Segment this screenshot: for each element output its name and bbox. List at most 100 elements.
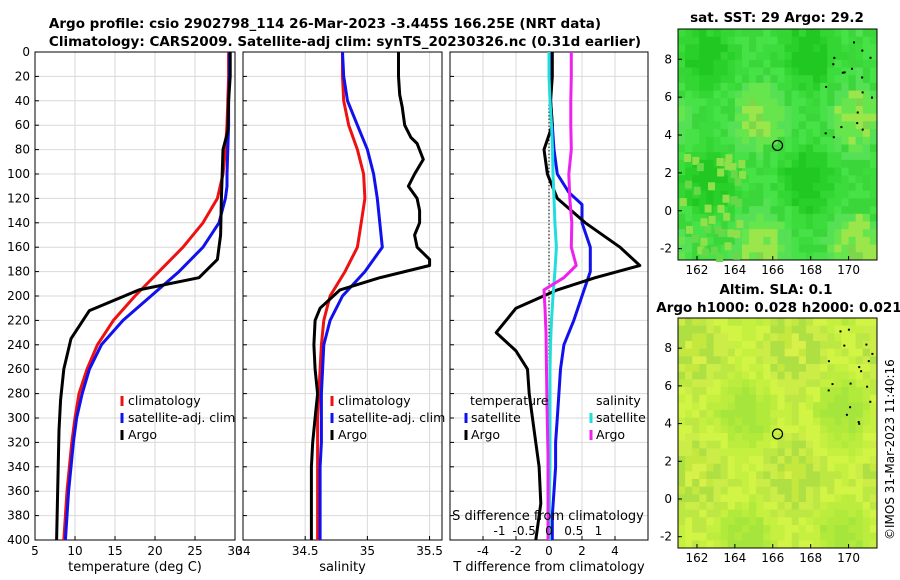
map-cell [741, 136, 750, 145]
map-cell [692, 229, 700, 238]
map-cell [749, 106, 757, 115]
map-cell [848, 440, 857, 449]
map-x-tick-label: 166 [761, 263, 784, 277]
map-cell [834, 356, 842, 365]
map-cell [813, 517, 821, 526]
map-cell [734, 325, 743, 334]
map-cell [798, 509, 807, 518]
map-cell [763, 59, 771, 68]
map-cell [848, 364, 857, 373]
coastline-speck [858, 422, 861, 425]
map-cell [827, 113, 835, 122]
map-cell [862, 486, 871, 495]
map-cell [798, 44, 807, 53]
map-cell [855, 113, 864, 122]
map-cell [855, 98, 864, 107]
map-cell [713, 90, 722, 99]
map-cell [749, 198, 757, 207]
map-cell [713, 333, 722, 342]
map-cell [834, 129, 842, 138]
map-cell [699, 479, 707, 488]
map-cell [763, 52, 771, 61]
map-cell [820, 333, 828, 342]
map-cell [848, 341, 857, 350]
map-cell [869, 106, 878, 115]
map-cell [805, 159, 814, 168]
map-cell [770, 121, 778, 130]
map-cell [720, 252, 729, 261]
map-cell [798, 463, 807, 472]
map-cell [706, 525, 714, 534]
map-cell [805, 509, 814, 518]
map-cell [741, 448, 750, 457]
legend-header-temperature: temperature [470, 393, 549, 408]
map-cell [706, 502, 714, 511]
map-cell [692, 318, 700, 327]
map-cell [777, 75, 786, 84]
map-cell [685, 517, 693, 526]
map-cell [699, 190, 707, 199]
map-cell [699, 379, 707, 388]
map-cell [692, 59, 700, 68]
map-cell [862, 44, 871, 53]
map-cell [834, 167, 842, 176]
map-cell [727, 52, 736, 61]
coastline-speck [824, 132, 827, 135]
series-line-s-argo [542, 52, 578, 540]
map-cell [855, 318, 864, 327]
map-cell [827, 448, 835, 457]
map-cell [820, 159, 828, 168]
legend-label: Argo [471, 427, 500, 442]
map-cell [820, 394, 828, 403]
map-cell [734, 471, 743, 480]
map-cell [685, 502, 693, 511]
map-cell [763, 244, 771, 253]
map-cell [827, 433, 835, 442]
map-cell [848, 121, 857, 130]
map-cell [699, 52, 707, 61]
map-cell [749, 394, 757, 403]
map-cell [706, 229, 714, 238]
map-cell [727, 106, 736, 115]
map-cell [813, 167, 821, 176]
map-cell [855, 509, 864, 518]
map-cell [685, 113, 693, 122]
map-cell [841, 213, 849, 222]
map-cell [869, 479, 878, 488]
map-cell [798, 471, 807, 480]
map-cell [713, 486, 722, 495]
map-cell [706, 144, 714, 153]
map-cell [749, 206, 757, 215]
map-cell [805, 252, 814, 261]
map-cell [813, 532, 821, 541]
map-cell [770, 379, 778, 388]
map-cell [713, 456, 722, 465]
map-cell [749, 113, 757, 122]
map-cell [692, 121, 700, 130]
map-cell [706, 417, 714, 426]
map-cell [741, 410, 750, 419]
map-cell [862, 425, 871, 434]
map-cell [813, 479, 821, 488]
map-cell [734, 59, 743, 68]
map-cell [741, 348, 750, 357]
map-subtitle: Argo h1000: 0.028 h2000: 0.021 [656, 300, 900, 316]
map-cell [805, 213, 814, 222]
map-cell [678, 348, 686, 357]
map-cell [827, 206, 835, 215]
map-cell [734, 98, 743, 107]
map-cell [727, 136, 736, 145]
map-cell [685, 479, 693, 488]
map-cell [848, 98, 857, 107]
map-cell [855, 244, 864, 253]
map-cell [805, 348, 814, 357]
map-cell [813, 36, 821, 45]
map-cell [827, 486, 835, 495]
map-cell [770, 448, 778, 457]
map-cell [692, 486, 700, 495]
map-cell [741, 525, 750, 534]
map-cell [798, 82, 807, 91]
map-cell [727, 29, 736, 38]
map-cell [834, 152, 842, 161]
map-cell [869, 417, 878, 426]
